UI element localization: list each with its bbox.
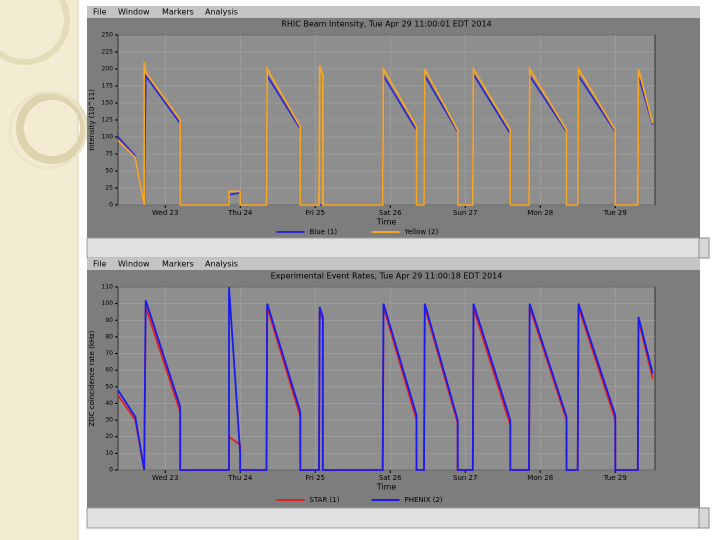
legend-label: Yellow (2) [404,228,439,236]
status-bar [86,507,701,529]
y-tick-label: 70 [105,350,113,357]
legend-label: STAR (1) [310,496,340,504]
y-tick-label: 100 [102,300,114,307]
y-tick-label: 0 [109,202,113,209]
y-tick-label: 110 [102,284,114,291]
legend-label: PHENIX (2) [405,496,443,504]
y-tick-label: 90 [105,317,113,324]
menu-item[interactable]: Window [118,260,150,269]
x-axis-label: Time [376,218,397,227]
menu-item[interactable]: Analysis [205,260,238,269]
y-tick-label: 20 [105,433,113,440]
y-tick-label: 225 [102,49,114,56]
legend-label: Blue (1) [310,228,338,236]
x-axis-label: Time [376,483,397,492]
y-tick-label: 100 [102,134,114,141]
y-tick-label: 150 [102,100,114,107]
x-tick-label: Sun 27 [453,474,477,482]
y-tick-label: 80 [105,333,113,340]
y-tick-label: 40 [105,400,113,407]
decor-ring [0,0,70,65]
x-tick-label: Tue 29 [603,474,627,482]
y-tick-label: 60 [105,367,113,374]
side-strip [0,0,78,540]
x-tick-label: Thu 24 [227,209,253,217]
x-tick-label: Tue 29 [603,209,627,217]
y-tick-label: 200 [102,66,114,73]
y-axis-label: Intensity (10^11) [88,89,96,151]
menu-item[interactable]: Analysis [205,8,238,17]
x-tick-label: Fri 25 [306,209,325,217]
menu-item[interactable]: Window [118,8,150,17]
x-tick-label: Wed 23 [152,209,178,217]
scroll-button[interactable] [698,507,710,529]
x-tick-label: Sun 27 [453,209,477,217]
chart-title: RHIC Beam Intensity, Tue Apr 29 11:00:01… [281,20,491,29]
scroll-button[interactable] [698,237,710,259]
y-tick-label: 50 [105,168,113,175]
menu-item[interactable]: File [93,8,106,17]
y-tick-label: 175 [102,83,114,90]
x-tick-label: Sat 26 [379,474,402,482]
y-tick-label: 0 [109,467,113,474]
x-tick-label: Fri 25 [306,474,325,482]
decor-ring [8,90,88,170]
y-tick-label: 75 [105,151,113,158]
x-tick-label: Sat 26 [379,209,402,217]
y-tick-label: 30 [105,417,113,424]
menu-item[interactable]: File [93,260,106,269]
decor-ring [16,92,88,164]
x-tick-label: Mon 28 [527,209,553,217]
y-tick-label: 50 [105,383,113,390]
y-tick-label: 125 [102,117,114,124]
data-line [117,286,654,471]
menu-item[interactable]: Markers [162,8,194,17]
x-tick-label: Wed 23 [152,474,178,482]
x-tick-label: Mon 28 [527,474,553,482]
chart-title: Experimental Event Rates, Tue Apr 29 11:… [271,272,503,281]
data-line [117,62,654,206]
status-bar [86,237,701,259]
y-axis-label: ZDC coincidence rate (kHz) [88,330,96,426]
y-tick-label: 10 [105,450,113,457]
y-tick-label: 25 [105,185,113,192]
y-tick-label: 250 [102,32,114,39]
x-tick-label: Thu 24 [227,474,253,482]
menu-item[interactable]: Markers [162,260,194,269]
